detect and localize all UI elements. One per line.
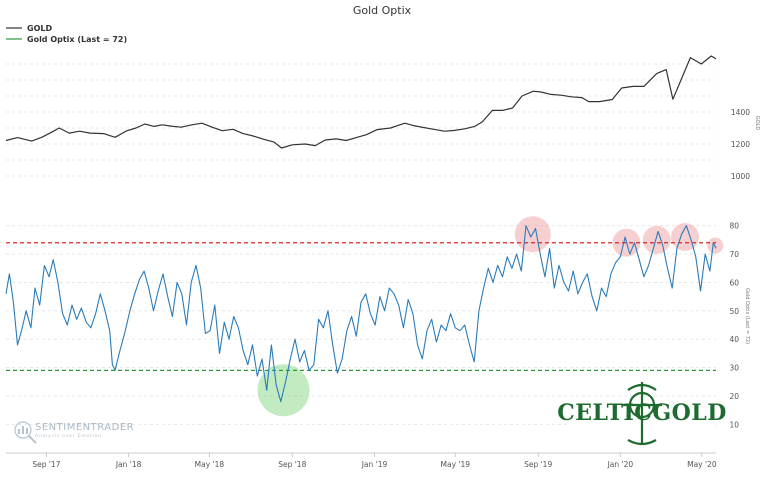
- optix-tick-label: 60: [729, 278, 739, 287]
- red-highlight-circle: [707, 237, 724, 254]
- gold-tick-label: 1000: [731, 172, 750, 181]
- legend-item-optix[interactable]: Gold Optix (Last = 72): [27, 35, 127, 44]
- legend-item-gold[interactable]: GOLD: [27, 24, 52, 33]
- x-tick-label: May '19: [441, 460, 471, 469]
- threshold-layer: [6, 242, 716, 371]
- gold-tick-label: 1200: [731, 140, 750, 149]
- magnifier-handle: [28, 435, 37, 444]
- watermark-bar-3: [26, 428, 28, 434]
- chart-title: Gold Optix: [353, 4, 412, 17]
- optix-tick-label: 70: [729, 250, 739, 259]
- optix-tick-label: 10: [729, 420, 739, 429]
- optix-tick-label: 40: [729, 335, 739, 344]
- watermark-bar-2: [22, 426, 24, 434]
- x-tick-label: Jan '18: [115, 460, 142, 469]
- x-tick-label: Sep '17: [32, 460, 60, 469]
- magnifier-icon: [14, 421, 32, 439]
- x-tick-label: May '18: [195, 460, 225, 469]
- x-tick-label: Jan '19: [361, 460, 388, 469]
- optix-tick-label: 30: [729, 364, 739, 373]
- celticgold-logo: CELTICGOLD: [557, 382, 727, 446]
- x-tick-label: May '20: [687, 460, 717, 469]
- x-tick-label: Sep '19: [524, 460, 552, 469]
- watermark-bar-1: [18, 429, 20, 434]
- gold-tick-label: 1400: [731, 108, 750, 117]
- celtic-cross-icon: [622, 382, 662, 446]
- optix-tick-label: 80: [729, 222, 739, 231]
- optix-tick-label: 50: [729, 307, 739, 316]
- x-tick-label: Sep '18: [278, 460, 306, 469]
- axis-layer: 1000 1200 1400 10 20 30 40 50 60 70 80 Sep '17 Jan '…: [6, 108, 750, 469]
- optix-series-line: [5, 225, 717, 403]
- series-layer: [5, 55, 717, 403]
- gold-series-line: [5, 55, 717, 149]
- optix-tick-label: 20: [729, 392, 739, 401]
- gold-axis-label: GOLD: [754, 116, 760, 131]
- x-tick-label: Jan '20: [607, 460, 634, 469]
- watermark-brand: SENTIMENTRADER: [35, 422, 134, 433]
- legend[interactable]: GOLD Gold Optix (Last = 72): [6, 24, 127, 44]
- watermark-tagline: Analysis over Emotion: [35, 433, 102, 439]
- red-highlight-circle: [642, 225, 671, 254]
- grid-layer: [6, 63, 716, 425]
- optix-axis-label: Gold Optix (Last = 72): [744, 288, 750, 344]
- celticgold-logo-text: CELTICGOLD: [557, 400, 727, 426]
- sentimentrader-watermark: SENTIMENTRADER Analysis over Emotion: [14, 421, 134, 444]
